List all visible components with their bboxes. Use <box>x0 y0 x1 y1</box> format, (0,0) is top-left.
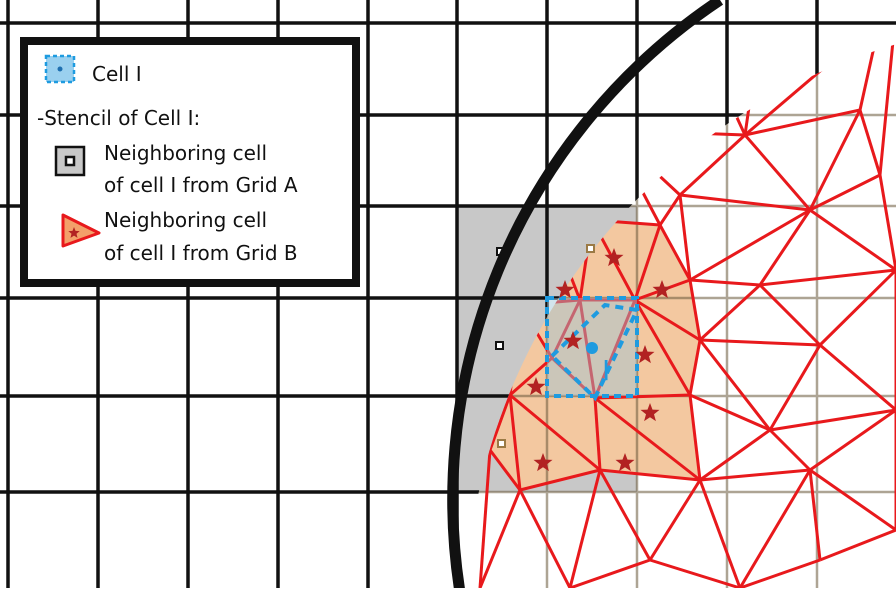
grid-b-edge <box>715 70 745 135</box>
grid-b-edge <box>660 195 680 225</box>
grid-b-edge <box>690 210 810 280</box>
legend-grid-a-line2: of cell I from Grid A <box>104 173 298 197</box>
grid-b-edge <box>690 280 760 285</box>
grid-b-edge <box>700 285 760 340</box>
grid-b-edge <box>740 470 810 588</box>
grid-b-edge <box>810 210 896 270</box>
cell-i: I <box>547 298 637 398</box>
legend-grid-b-line2: of cell I from Grid B <box>104 241 298 265</box>
grid-b-edge <box>820 530 896 560</box>
grid-b-edge <box>810 470 896 530</box>
grid-b-edge <box>810 410 896 470</box>
grid-b-edge <box>760 210 810 285</box>
grid-b-edge <box>745 30 760 135</box>
grid-b-edge <box>770 345 820 430</box>
grid-b-edge <box>770 410 896 430</box>
grid-b-edge <box>880 10 896 20</box>
grid-b-edge <box>760 0 800 30</box>
grid-b-edge <box>770 430 810 470</box>
legend-grid-b-line1: Neighboring cell <box>104 208 267 232</box>
grid-b-edge <box>700 430 770 480</box>
grid-b-edge <box>700 340 770 430</box>
grid-b-edge <box>800 0 880 20</box>
grid-b-edge <box>820 345 896 410</box>
grid-b-edge <box>700 480 740 588</box>
grid-b-edge <box>610 130 745 135</box>
grid-b-edge <box>680 195 810 210</box>
legend-cell-i-dot <box>58 67 63 72</box>
grid-b-edge <box>860 110 880 175</box>
cell-i-label: I <box>602 354 610 387</box>
legend-stencil-title: -Stencil of Cell I: <box>37 106 200 130</box>
grid-b-edge <box>715 30 760 70</box>
grid-b-edge <box>700 340 820 345</box>
grid-b-edge <box>680 135 745 195</box>
legend-cell-i-label: Cell I <box>92 62 142 86</box>
grid-b-edge <box>745 135 810 210</box>
cell-i-center <box>586 342 598 354</box>
grid-b-edge <box>700 470 810 480</box>
grid-b-edge <box>810 470 820 560</box>
grid-b-edge <box>760 285 820 345</box>
grid-b-edge <box>610 130 680 195</box>
grid-b-edge <box>820 270 896 345</box>
grid-a-marker <box>498 440 505 447</box>
grid-b-edge <box>860 20 880 110</box>
grid-a-marker <box>587 245 594 252</box>
grid-b-edge <box>760 270 896 285</box>
grid-b-edge <box>880 10 896 175</box>
grid-b-edge <box>740 560 820 588</box>
grid-a-marker <box>496 342 503 349</box>
legend-grid-a-marker <box>66 157 74 165</box>
legend-grid-a-line1: Neighboring cell <box>104 141 267 165</box>
grid-b-edge <box>745 20 880 135</box>
legend: Cell I -Stencil of Cell I: Neighboring c… <box>24 41 356 283</box>
grid-b-edge <box>880 175 896 270</box>
grid-b-edge <box>520 490 570 588</box>
